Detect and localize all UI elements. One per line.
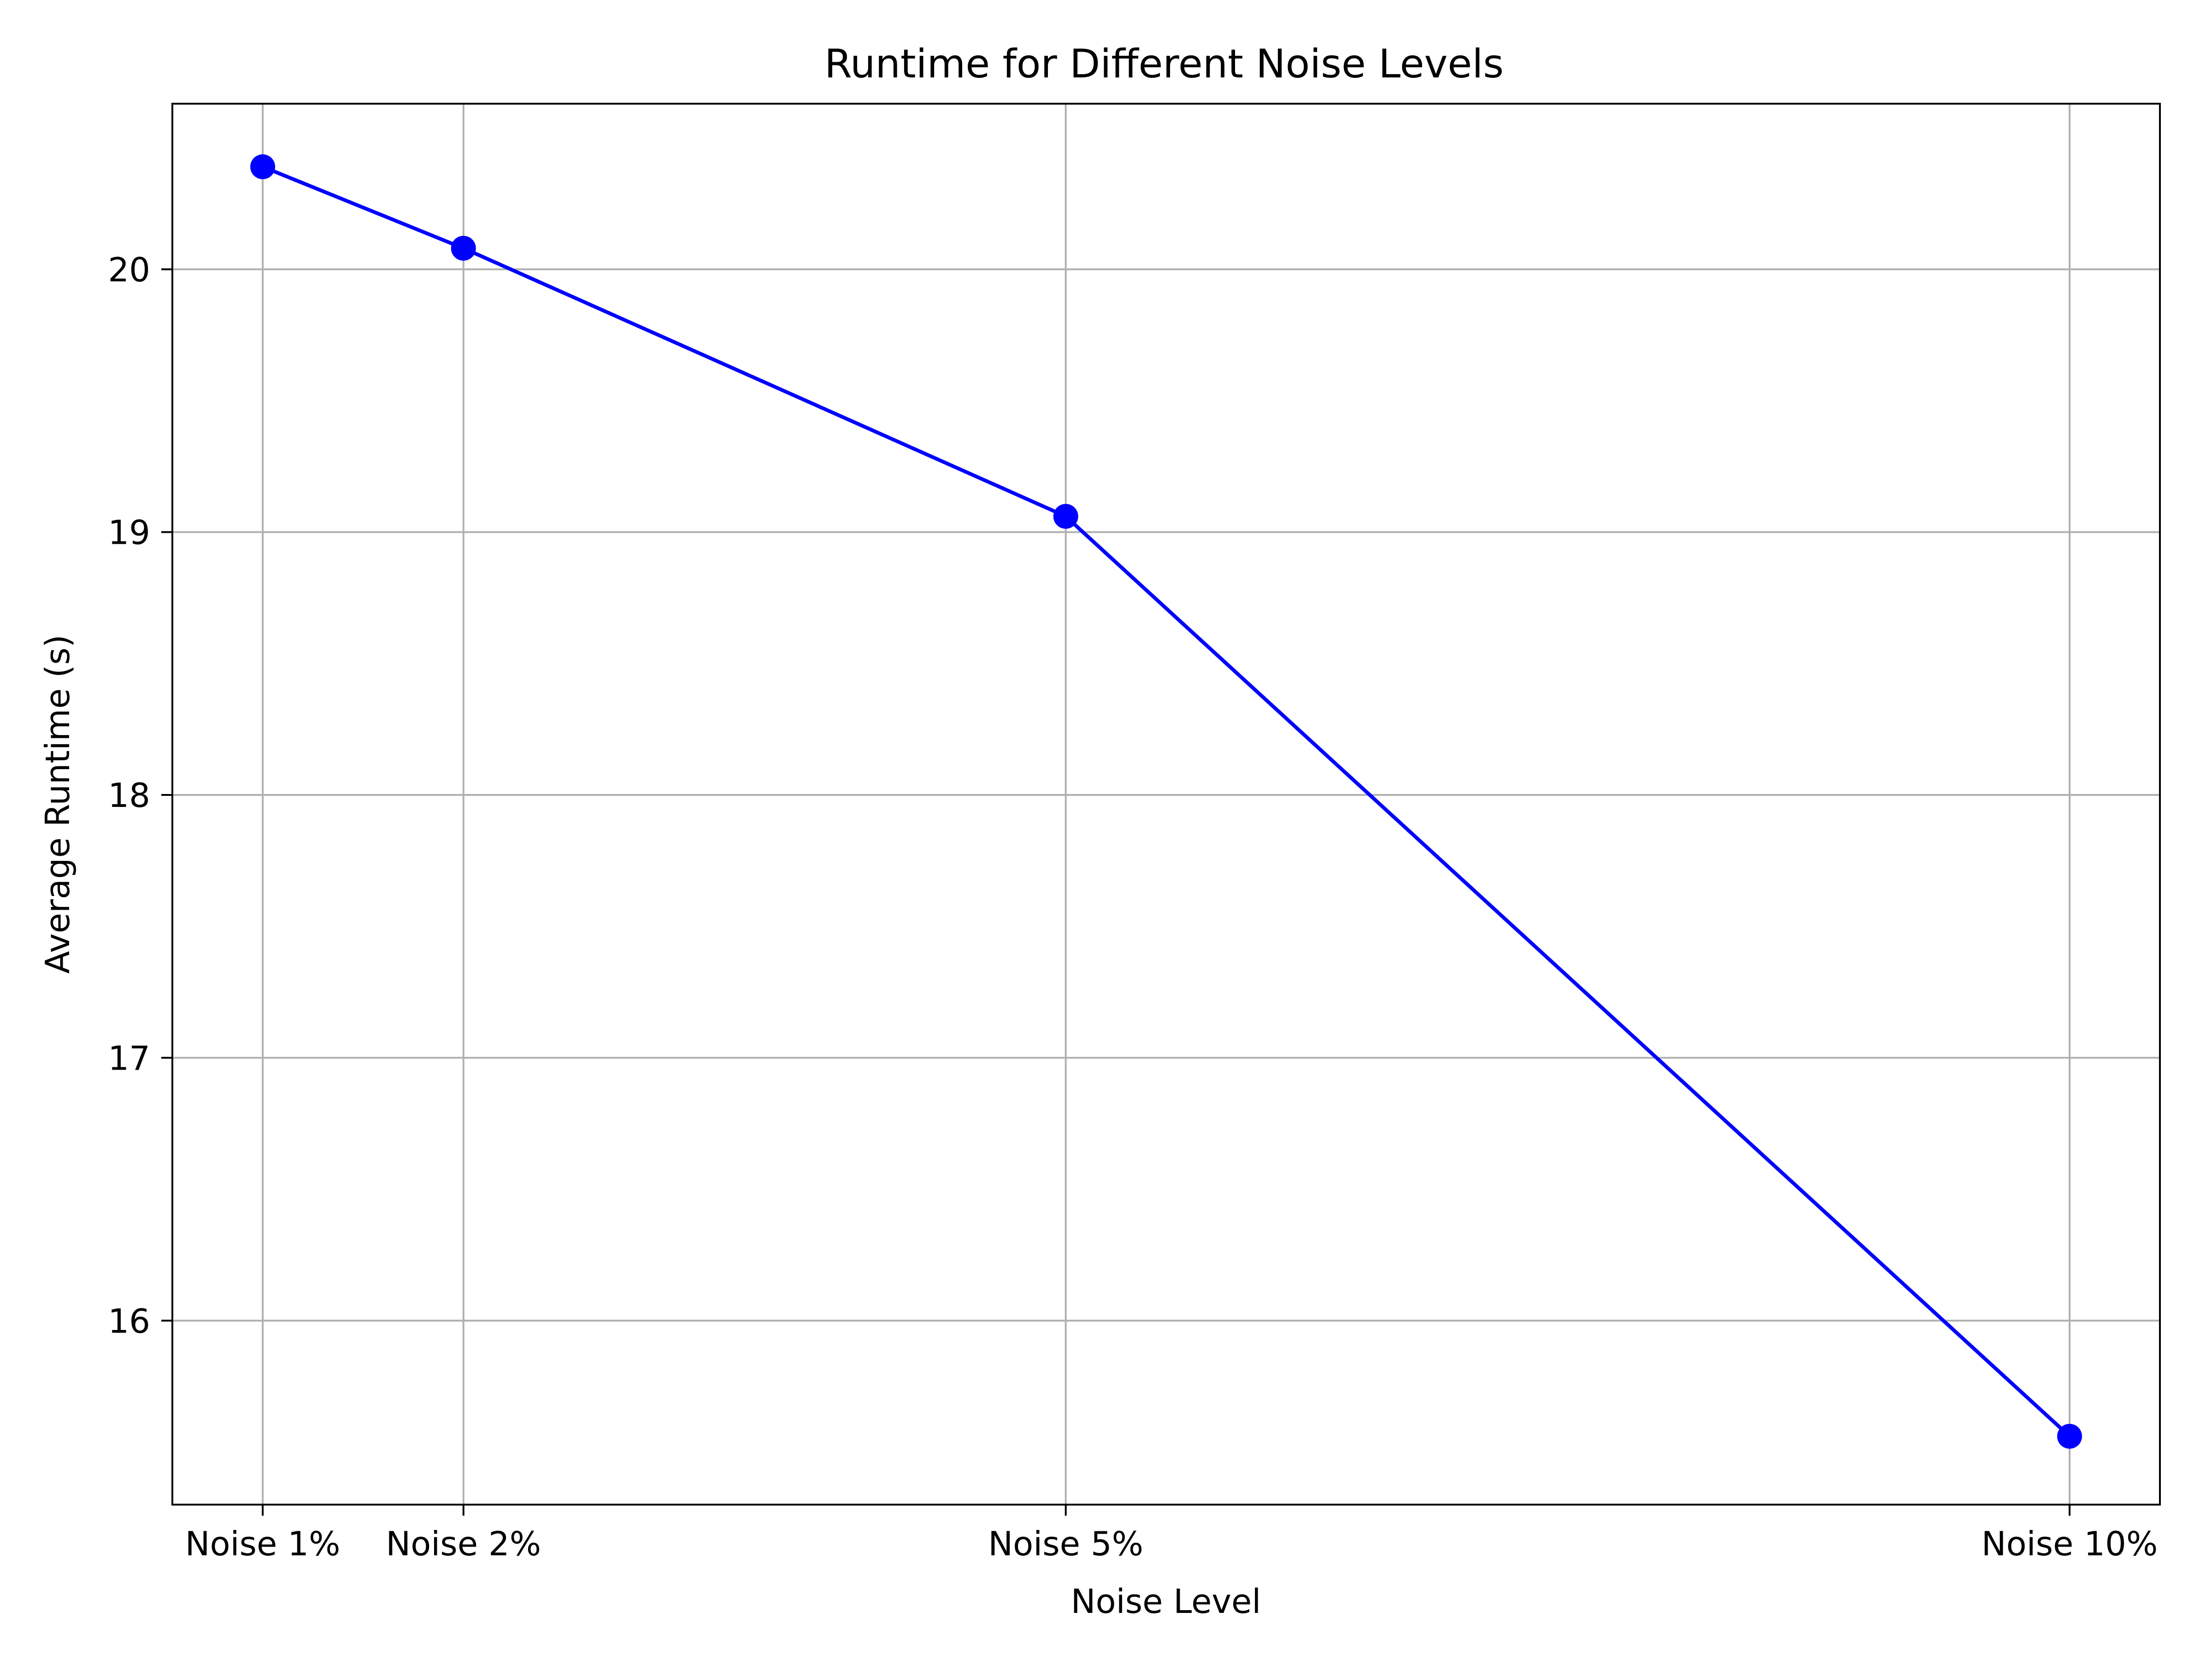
y-tick-label: 17 [108, 1039, 150, 1077]
x-tick-label: Noise 1% [185, 1524, 341, 1563]
x-tick-label: Noise 2% [386, 1524, 541, 1563]
y-axis-label: Average Runtime (s) [38, 635, 77, 974]
grid-layer [172, 104, 2160, 1505]
data-point [250, 154, 276, 179]
x-tick-label: Noise 10% [1982, 1524, 2158, 1563]
series-layer [250, 154, 2082, 1449]
data-point [2057, 1424, 2082, 1449]
x-tick-label: Noise 5% [988, 1524, 1143, 1563]
chart-title: Runtime for Different Noise Levels [824, 41, 1504, 87]
y-axis-ticks: 16 17 18 19 20 [108, 250, 172, 1341]
y-tick-label: 18 [108, 776, 150, 815]
y-tick-label: 19 [108, 513, 150, 552]
x-axis-label: Noise Level [1071, 1582, 1261, 1621]
plot-frame [171, 103, 2161, 1506]
y-tick-label: 16 [108, 1302, 150, 1341]
y-tick-label: 20 [108, 250, 150, 289]
data-point [451, 235, 476, 261]
data-point [1053, 504, 1078, 529]
x-axis-ticks: Noise 1% Noise 2% Noise 5% Noise 10% [185, 1505, 2158, 1563]
series-line [262, 165, 2071, 1438]
